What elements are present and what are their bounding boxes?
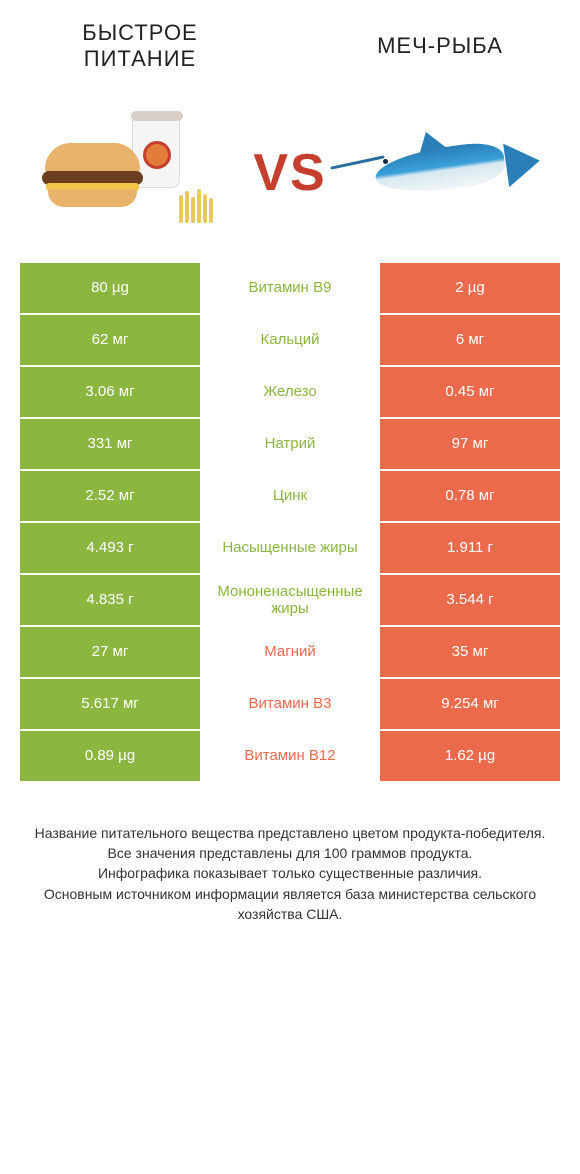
right-food-title: МЕЧ-РЫБА [340, 33, 540, 59]
hero-row: VS [20, 83, 560, 263]
right-value: 97 мг [380, 419, 560, 469]
nutrient-label: Натрий [200, 419, 380, 469]
fastfood-icon [30, 113, 230, 233]
nutrient-label: Витамин B12 [200, 731, 380, 781]
swordfish-icon [350, 113, 550, 233]
nutrient-label: Цинк [200, 471, 380, 521]
footer-notes: Название питательного вещества представл… [20, 783, 560, 924]
footer-line: Название питательного вещества представл… [30, 823, 550, 843]
right-value: 0.45 мг [380, 367, 560, 417]
left-value: 2.52 мг [20, 471, 200, 521]
table-row: 0.89 µgВитамин B121.62 µg [20, 731, 560, 783]
nutrient-label: Кальций [200, 315, 380, 365]
left-value: 27 мг [20, 627, 200, 677]
right-value: 3.544 г [380, 575, 560, 625]
left-value: 62 мг [20, 315, 200, 365]
nutrient-label: Железо [200, 367, 380, 417]
left-value: 80 µg [20, 263, 200, 313]
table-row: 3.06 мгЖелезо0.45 мг [20, 367, 560, 419]
vs-label: VS [253, 143, 326, 203]
left-value: 331 мг [20, 419, 200, 469]
right-value: 0.78 мг [380, 471, 560, 521]
left-value: 3.06 мг [20, 367, 200, 417]
infographic-container: БЫСТРОЕ ПИТАНИЕ МЕЧ-РЫБА VS [0, 0, 580, 954]
titles-row: БЫСТРОЕ ПИТАНИЕ МЕЧ-РЫБА [20, 20, 560, 83]
table-row: 2.52 мгЦинк0.78 мг [20, 471, 560, 523]
right-value: 6 мг [380, 315, 560, 365]
footer-line: Основным источником информации является … [30, 884, 550, 925]
table-row: 4.835 гМононенасыщенные жиры3.544 г [20, 575, 560, 627]
nutrient-label: Мононенасыщенные жиры [200, 575, 380, 625]
footer-line: Все значения представлены для 100 граммо… [30, 843, 550, 863]
right-value: 1.911 г [380, 523, 560, 573]
footer-line: Инфографика показывает только существенн… [30, 863, 550, 883]
left-value: 4.493 г [20, 523, 200, 573]
left-value: 0.89 µg [20, 731, 200, 781]
left-food-title: БЫСТРОЕ ПИТАНИЕ [40, 20, 240, 73]
nutrient-label: Магний [200, 627, 380, 677]
right-value: 2 µg [380, 263, 560, 313]
right-value: 35 мг [380, 627, 560, 677]
table-row: 27 мгМагний35 мг [20, 627, 560, 679]
table-row: 4.493 гНасыщенные жиры1.911 г [20, 523, 560, 575]
table-row: 80 µgВитамин B92 µg [20, 263, 560, 315]
left-value: 4.835 г [20, 575, 200, 625]
right-value: 9.254 мг [380, 679, 560, 729]
comparison-table: 80 µgВитамин B92 µg62 мгКальций6 мг3.06 … [20, 263, 560, 783]
right-value: 1.62 µg [380, 731, 560, 781]
table-row: 5.617 мгВитамин B39.254 мг [20, 679, 560, 731]
table-row: 331 мгНатрий97 мг [20, 419, 560, 471]
left-value: 5.617 мг [20, 679, 200, 729]
nutrient-label: Насыщенные жиры [200, 523, 380, 573]
table-row: 62 мгКальций6 мг [20, 315, 560, 367]
nutrient-label: Витамин B3 [200, 679, 380, 729]
nutrient-label: Витамин B9 [200, 263, 380, 313]
